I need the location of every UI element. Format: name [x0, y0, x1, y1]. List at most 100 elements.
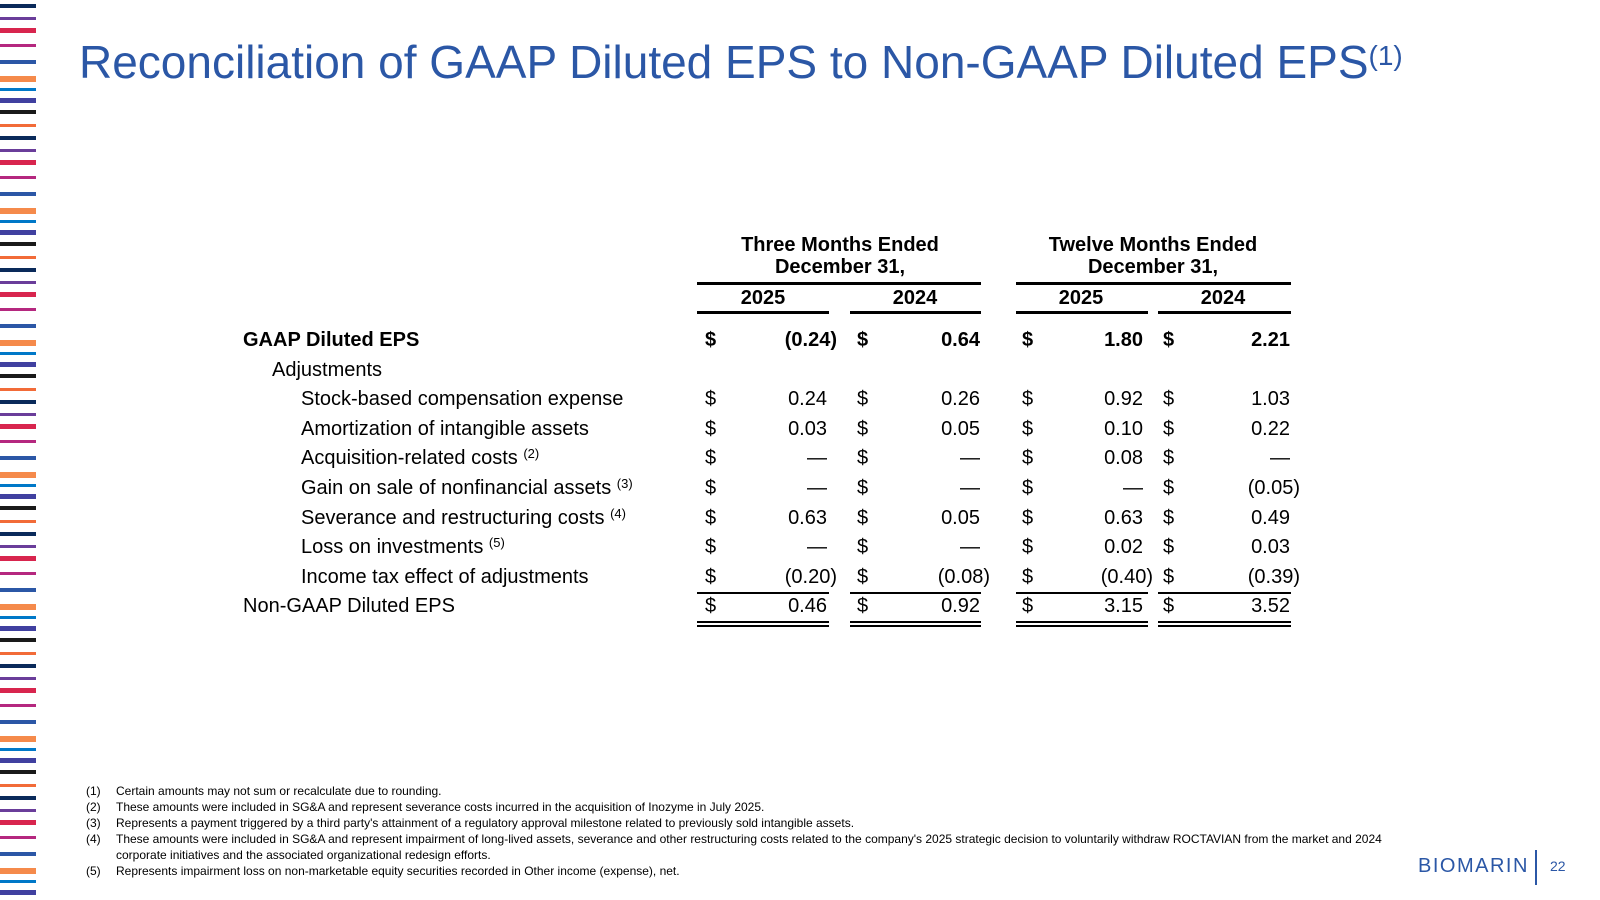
- cell-value: 0.03: [788, 417, 827, 440]
- table-row: Acquisition-related costs (2) $ — $ — $0.08 $ —: [0, 443, 1600, 473]
- subtotal-rule: [1016, 592, 1148, 594]
- currency-symbol: $: [1163, 388, 1175, 411]
- row-label-text: Severance and restructuring costs: [301, 506, 605, 529]
- currency-symbol: $: [705, 595, 717, 618]
- year-rule: [1158, 311, 1291, 314]
- header-three-months-line1: Three Months Ended: [741, 234, 939, 256]
- year-header: 2024: [892, 287, 938, 309]
- year-header: 2024: [1200, 287, 1246, 309]
- footnote: (2) These amounts were included in SG&A a…: [86, 799, 1416, 815]
- cell-value: —: [960, 447, 980, 470]
- cell-value: 0.24: [788, 388, 827, 411]
- cell-value: 0.63: [788, 506, 827, 529]
- footnote-text: These amounts were included in SG&A and …: [116, 832, 1382, 862]
- total-double-rule: [1158, 625, 1291, 627]
- cell-value: 0.92: [1104, 388, 1143, 411]
- total-double-rule: [1016, 625, 1148, 627]
- row-label: Loss on investments (5): [301, 532, 505, 562]
- currency-symbol: $: [1022, 595, 1034, 618]
- cell-value: 0.92: [941, 595, 980, 618]
- currency-symbol: $: [857, 447, 869, 470]
- cell-value: 0.02: [1104, 536, 1143, 559]
- currency-symbol: $: [1022, 477, 1034, 499]
- total-double-rule: [850, 625, 981, 627]
- title-footnote-ref: (1): [1368, 40, 1403, 71]
- cell-value: 3.52: [1251, 595, 1290, 618]
- footnote-number: (3): [86, 816, 101, 830]
- currency-symbol: $: [705, 388, 717, 411]
- currency-symbol: $: [1163, 417, 1175, 440]
- currency-symbol: $: [857, 477, 869, 499]
- row-label-text: Gain on sale of nonfinancial assets: [301, 477, 612, 499]
- currency-symbol: $: [1022, 417, 1034, 440]
- table-row: GAAP Diluted EPS $ (0.24) $0.64 $1.80 $2.21: [0, 325, 1600, 355]
- year-header: 2025: [1058, 287, 1104, 309]
- currency-symbol: $: [1163, 506, 1175, 529]
- currency-symbol: $: [705, 536, 717, 559]
- year-header: 2025: [740, 287, 786, 309]
- cell-value: 0.49: [1251, 506, 1290, 529]
- row-label: Gain on sale of nonfinancial assets (3): [301, 473, 633, 503]
- row-label: Amortization of intangible assets: [301, 414, 589, 444]
- cell-value: 1.80: [1104, 329, 1143, 351]
- currency-symbol: $: [857, 506, 869, 529]
- currency-symbol: $: [1022, 388, 1034, 411]
- subtotal-rule: [1158, 592, 1291, 594]
- footnote-text: These amounts were included in SG&A and …: [116, 800, 765, 814]
- cell-value: 0.05: [941, 417, 980, 440]
- currency-symbol: $: [857, 329, 869, 351]
- footnote-ref: (5): [488, 535, 505, 551]
- decorative-stripes: [0, 0, 36, 900]
- currency-symbol: $: [1163, 536, 1175, 559]
- cell-value: —: [1123, 477, 1143, 499]
- currency-symbol: $: [857, 388, 869, 411]
- cell-value: 0.10: [1104, 417, 1143, 440]
- footnote-number: (2): [86, 800, 101, 814]
- currency-symbol: $: [705, 417, 717, 440]
- cell-value: 0.08: [1104, 447, 1143, 470]
- cell-value: 0.26: [941, 388, 980, 411]
- row-label: Non-GAAP Diluted EPS: [243, 591, 455, 621]
- row-label: Income tax effect of adjustments: [301, 562, 589, 592]
- currency-symbol: $: [857, 595, 869, 618]
- footnote: (3) Represents a payment triggered by a t…: [86, 815, 1416, 831]
- footnote-ref: (4): [610, 505, 626, 521]
- total-double-rule: [850, 621, 981, 623]
- footnote-number: (5): [86, 864, 101, 878]
- header-rule: [697, 282, 981, 285]
- table-row: Stock-based compensation expense $0.24 $0.…: [0, 384, 1600, 414]
- cell-value: 3.15: [1104, 595, 1143, 618]
- currency-symbol: $: [705, 477, 717, 499]
- row-label: Acquisition-related costs (2): [301, 443, 539, 473]
- currency-symbol: $: [705, 447, 717, 470]
- row-label: Stock-based compensation expense: [301, 384, 623, 414]
- row-label-text: Stock-based compensation expense: [301, 388, 624, 411]
- table-row: Non-GAAP Diluted EPS $0.46 $0.92 $3.15 $3.52: [0, 591, 1600, 621]
- total-double-rule: [697, 621, 829, 623]
- row-label-text: Income tax effect of adjustments: [301, 565, 589, 588]
- header-twelve-months-line1: Twelve Months Ended: [1048, 234, 1258, 256]
- table-row: Income tax effect of adjustments $ (0.20) $…: [0, 562, 1600, 592]
- table-row: Loss on investments (5) $ — $ — $0.02 $0.03: [0, 532, 1600, 562]
- cell-value: (0.08): [937, 565, 990, 588]
- row-label-text: Acquisition-related costs: [301, 447, 518, 470]
- total-double-rule: [1016, 621, 1148, 623]
- row-label: Adjustments: [272, 355, 382, 385]
- total-double-rule: [1158, 621, 1291, 623]
- currency-symbol: $: [1163, 447, 1175, 470]
- currency-symbol: $: [1163, 565, 1175, 588]
- footnotes: (1) Certain amounts may not sum or recalc…: [86, 783, 1416, 879]
- footnote-ref: (3): [616, 476, 633, 491]
- cell-value: (0.40): [1100, 565, 1153, 588]
- currency-symbol: $: [857, 565, 869, 588]
- row-label-text: Adjustments: [272, 358, 383, 381]
- year-rule: [850, 311, 981, 314]
- footnote: (1) Certain amounts may not sum or recalc…: [86, 783, 1416, 799]
- year-rule: [697, 311, 829, 314]
- header-rule: [1016, 282, 1291, 285]
- cell-value: 0.22: [1251, 417, 1290, 440]
- cell-value: 1.03: [1251, 388, 1290, 411]
- cell-value: 0.46: [788, 595, 827, 618]
- page-number: 22: [1550, 858, 1566, 874]
- subtotal-rule: [697, 592, 829, 594]
